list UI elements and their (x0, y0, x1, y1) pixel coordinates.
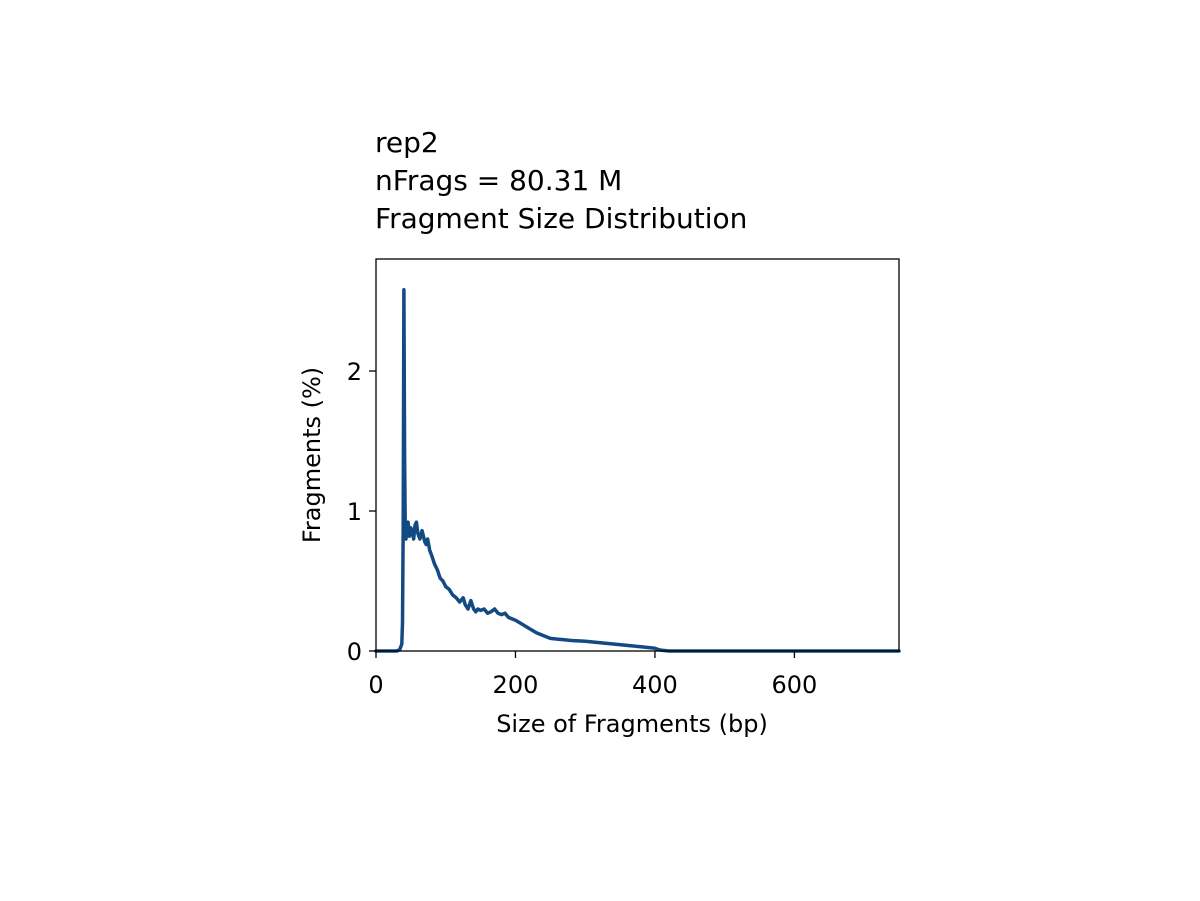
x-tick-label-200: 200 (493, 671, 539, 699)
chart-title: rep2 nFrags = 80.31 M Fragment Size Dist… (375, 126, 747, 235)
title-line-sample: rep2 (375, 126, 439, 159)
y-axis-label: Fragments (%) (298, 367, 326, 543)
y-tick-label-0: 0 (347, 638, 362, 666)
x-axis-label: Size of Fragments (bp) (496, 710, 768, 738)
title-line-nfrags: nFrags = 80.31 M (375, 164, 622, 197)
title-line-description: Fragment Size Distribution (375, 202, 747, 235)
x-tick-label-400: 400 (632, 671, 678, 699)
plot-frame (375, 258, 900, 652)
plot-area: 0 200 400 600 0 1 2 (347, 258, 901, 699)
y-tick-label-1: 1 (347, 498, 362, 526)
x-tick-label-600: 600 (771, 671, 817, 699)
x-tick-label-0: 0 (368, 671, 383, 699)
y-tick-label-2: 2 (347, 358, 362, 386)
series-line-0 (374, 288, 901, 653)
